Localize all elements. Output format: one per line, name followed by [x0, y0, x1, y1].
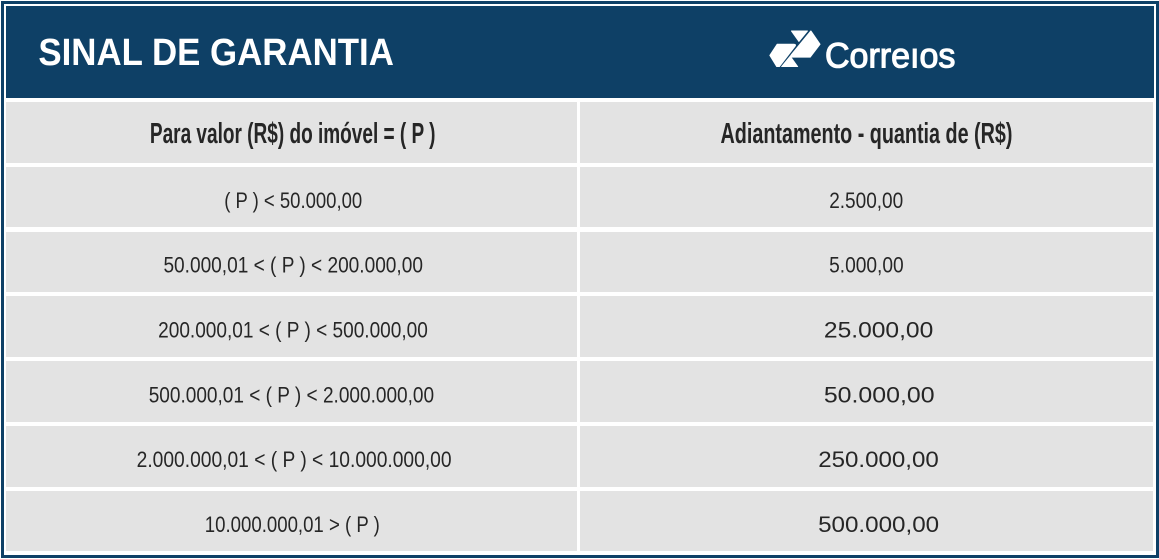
svg-text:200.000,01 < ( P ) < 500.000,0: 200.000,01 < ( P ) < 500.000,00 [158, 318, 428, 343]
svg-text:10.000.000,01 > ( P ): 10.000.000,01 > ( P ) [205, 512, 380, 537]
svg-text:2.000.000,01 < ( P ) < 10.000.: 2.000.000,01 < ( P ) < 10.000.000,00 [137, 447, 452, 472]
svg-text:Correıos: Correıos [825, 37, 956, 76]
svg-text:Adiantamento - quantia de (R$): Adiantamento - quantia de (R$) [721, 118, 1013, 150]
svg-text:Para valor (R$) do imóvel = (: Para valor (R$) do imóvel = ( P ) [150, 118, 436, 150]
svg-text:500.000,00: 500.000,00 [818, 512, 939, 537]
svg-text:250.000,00: 250.000,00 [818, 447, 939, 472]
svg-text:2.500,00: 2.500,00 [829, 188, 903, 213]
svg-text:25.000,00: 25.000,00 [824, 318, 933, 343]
svg-text:500.000,01 < ( P ) < 2.000.000: 500.000,01 < ( P ) < 2.000.000,00 [149, 382, 434, 407]
svg-text:5.000,00: 5.000,00 [829, 253, 904, 278]
svg-text:50.000,01 < ( P ) < 200.000,00: 50.000,01 < ( P ) < 200.000,00 [163, 253, 423, 278]
svg-text:( P ) < 50.000,00: ( P ) < 50.000,00 [224, 188, 362, 213]
svg-text:50.000,00: 50.000,00 [824, 382, 935, 407]
svg-text:SINAL DE GARANTIA: SINAL DE GARANTIA [38, 32, 394, 74]
